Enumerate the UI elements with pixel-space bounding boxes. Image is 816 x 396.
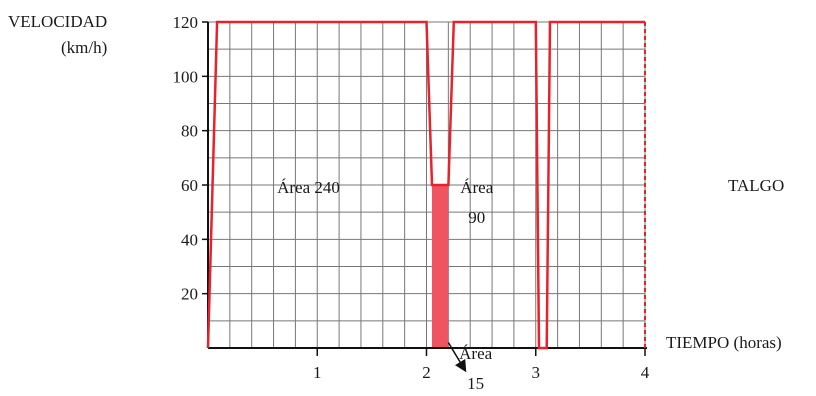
y-tick-label: 40 [181, 230, 198, 249]
area-annotation: Área [459, 344, 492, 363]
y-tick-label: 20 [181, 285, 198, 304]
y-tick-label: 60 [181, 176, 198, 195]
y-axis-label-line2: (km/h) [61, 38, 108, 57]
annotation-arrow [447, 342, 467, 373]
x-tick-label: 1 [313, 363, 322, 382]
area-annotation: Área 240 [277, 178, 340, 197]
area-annotation: Área [460, 178, 493, 197]
area-annotation: 15 [467, 374, 484, 393]
series-label: TALGO [728, 176, 785, 195]
velocity-line [206, 20, 645, 350]
x-tick-label: 2 [422, 363, 431, 382]
y-tick-label: 120 [173, 13, 199, 32]
x-tick-label: 3 [532, 363, 541, 382]
area-annotation: 90 [468, 208, 485, 227]
x-tick-label: 4 [641, 363, 650, 382]
y-axis-label-line1: VELOCIDAD [8, 12, 108, 31]
shaded-area-15 [431, 185, 449, 348]
y-tick-label: 100 [173, 67, 199, 86]
x-axis-label: TIEMPO (horas) [666, 333, 782, 352]
y-tick-label: 80 [181, 122, 198, 141]
